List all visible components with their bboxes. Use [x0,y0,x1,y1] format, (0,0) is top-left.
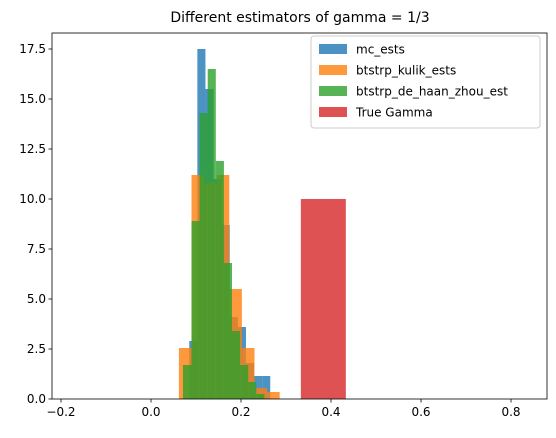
legend-swatch [319,86,347,96]
bar-2-0 [182,365,192,399]
bar-1-6 [254,388,268,399]
legend-label: mc_ests [356,43,405,57]
x-tick-label: 0.2 [231,405,250,419]
legend-swatch [319,107,347,117]
bar-2-8 [248,382,257,399]
y-tick-label: 17.5 [19,42,46,56]
bar-0-9 [262,376,271,399]
y-tick-label: 12.5 [19,142,46,156]
series-2 [182,69,265,399]
y-tick-label: 15.0 [19,92,46,106]
x-axis: −0.2 0.0 0.2 0.4 0.6 0.8 [46,399,521,419]
bar-2-4 [215,161,224,399]
axes-frame [51,32,548,400]
bar-2-5 [223,263,232,399]
bar-0-8 [254,376,263,399]
legend-label: btstrp_de_haan_zhou_est [356,85,508,99]
legend-swatch [319,65,347,75]
legend-label: btstrp_kulik_ests [356,64,456,78]
x-tick-label: 0.4 [321,405,340,419]
legend: mc_ests btstrp_kulik_ests btstrp_de_haan_z… [310,35,541,129]
bar-2-2 [199,113,208,399]
y-tick-label: 7.5 [27,242,46,256]
y-tick-label: 2.5 [27,342,46,356]
y-tick-label: 0.0 [27,392,46,406]
y-axis: 0.0 2.5 5.0 7.5 10.0 12.5 15.0 17.5 [19,42,52,406]
legend-label: True Gamma [355,106,433,120]
bar-1-7 [267,392,280,399]
x-tick-label: 0.8 [501,405,520,419]
y-tick-label: 5.0 [27,292,46,306]
bar-2-1 [191,221,200,399]
x-tick-label: 0.0 [141,405,160,419]
chart-title: Different estimators of gamma = 1/3 [170,10,429,26]
legend-swatch [319,44,347,54]
bar-3-0 [300,199,346,399]
x-tick-label: −0.2 [46,405,75,419]
x-tick-label: 0.6 [411,405,430,419]
bar-2-3 [207,69,216,399]
legend-box [310,35,541,129]
y-tick-label: 10.0 [19,192,46,206]
series-3 [300,199,346,399]
bars-layer [178,49,346,399]
bar-2-7 [240,365,249,399]
bar-2-6 [232,331,241,399]
bar-2-9 [256,394,265,399]
